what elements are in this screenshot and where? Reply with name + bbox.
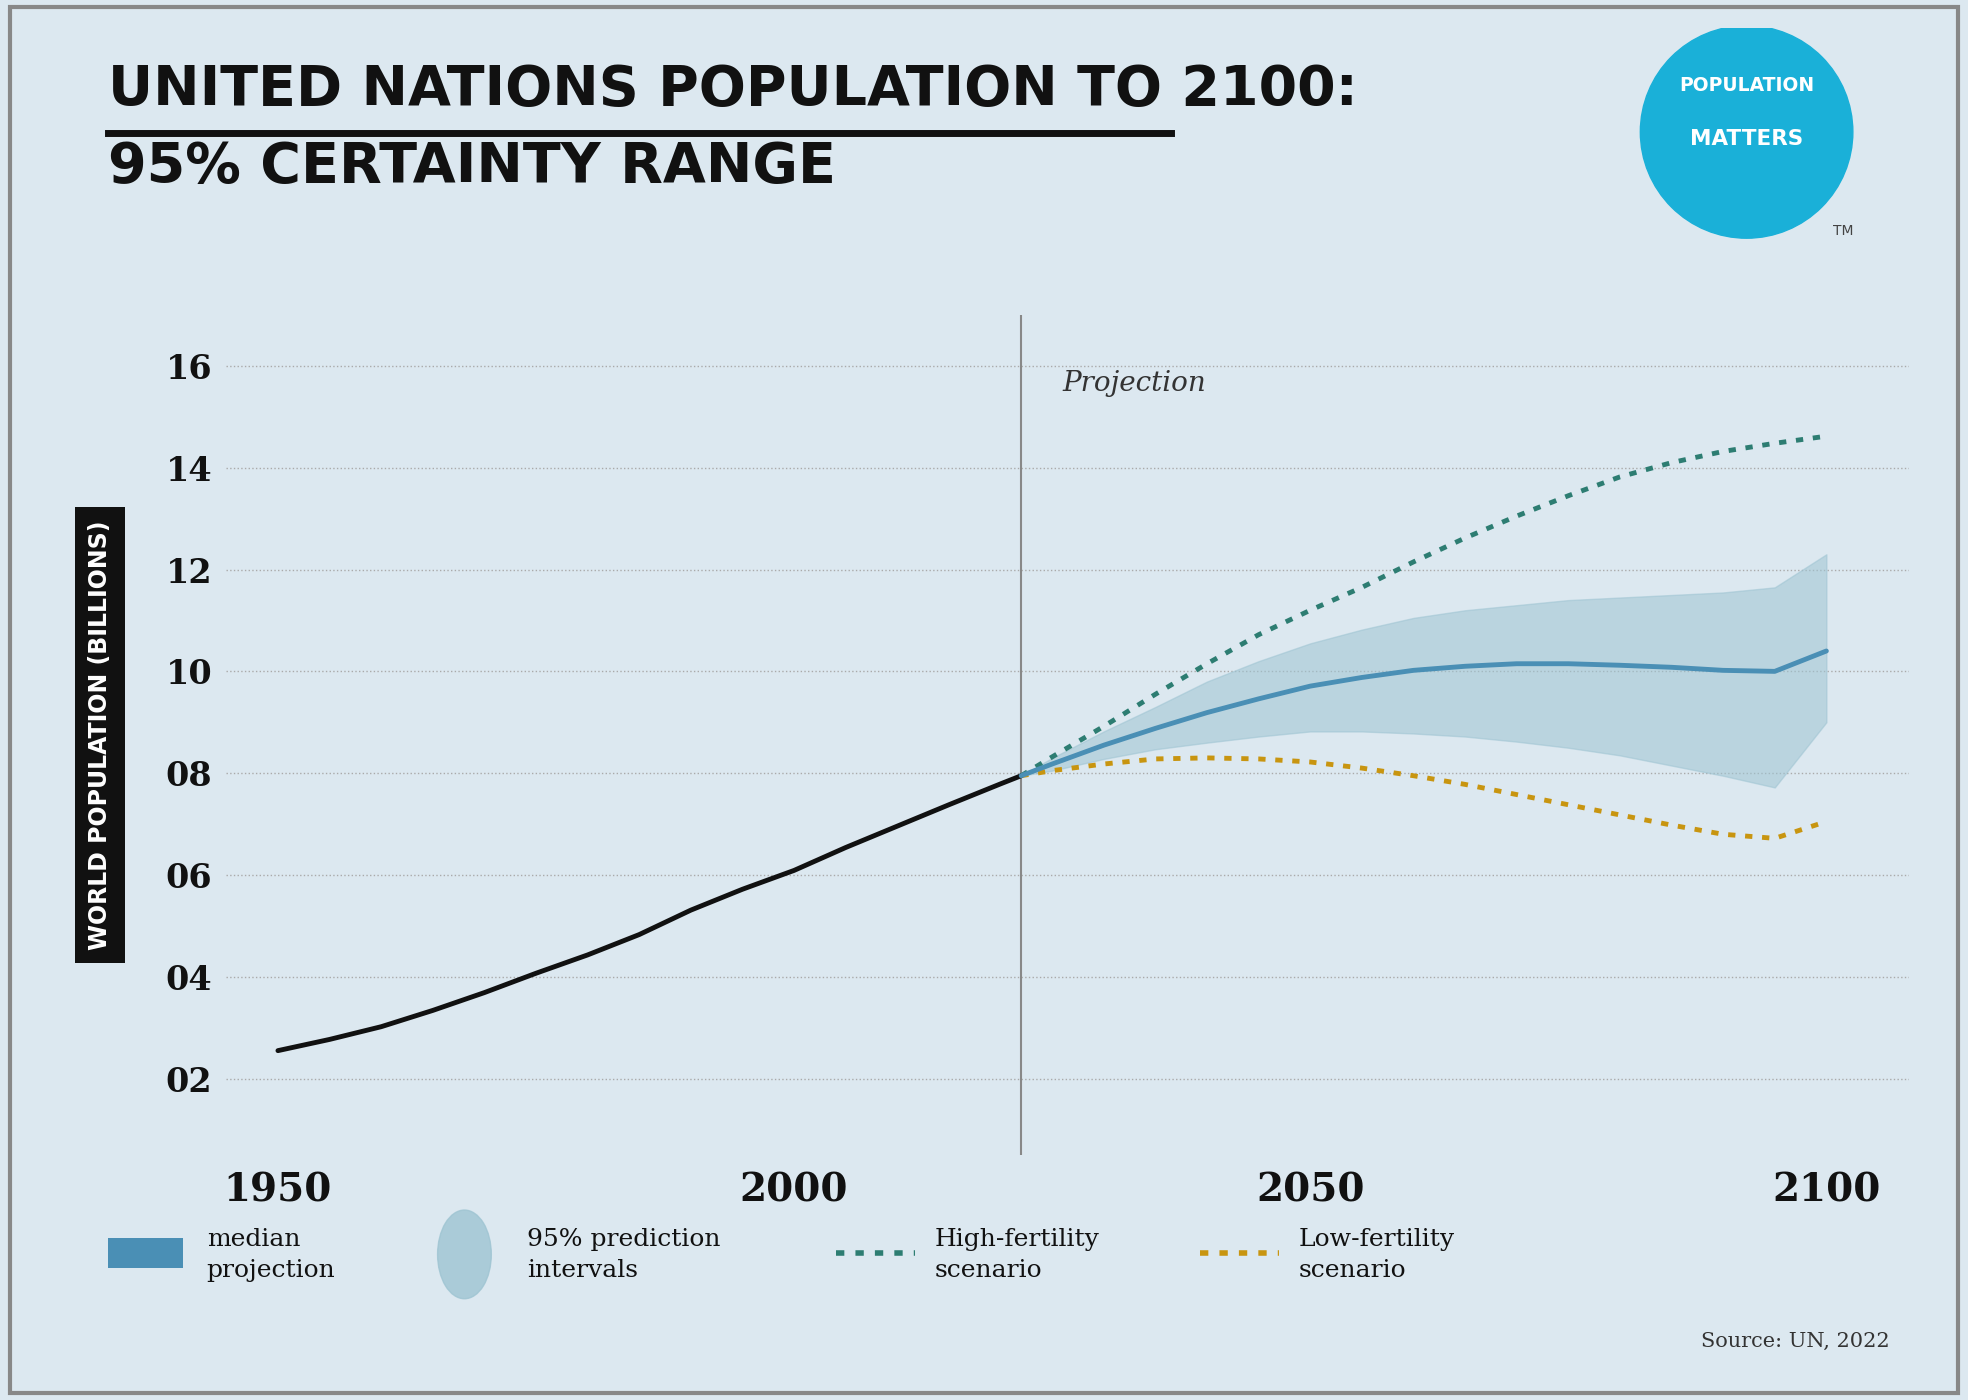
Text: projection: projection (207, 1259, 335, 1281)
Text: POPULATION: POPULATION (1679, 76, 1814, 95)
Text: 95% prediction: 95% prediction (527, 1228, 720, 1250)
Text: WORLD POPULATION (BILLIONS): WORLD POPULATION (BILLIONS) (89, 521, 112, 949)
Text: 95% CERTAINTY RANGE: 95% CERTAINTY RANGE (108, 140, 836, 195)
Text: median: median (207, 1228, 301, 1250)
Text: TM: TM (1834, 224, 1854, 238)
Circle shape (1641, 25, 1852, 238)
Ellipse shape (437, 1210, 492, 1299)
Text: scenario: scenario (935, 1259, 1043, 1281)
Text: intervals: intervals (527, 1259, 638, 1281)
Text: Source: UN, 2022: Source: UN, 2022 (1700, 1331, 1889, 1351)
Text: UNITED NATIONS POPULATION TO 2100:: UNITED NATIONS POPULATION TO 2100: (108, 63, 1358, 118)
Text: Low-fertility: Low-fertility (1299, 1228, 1454, 1250)
Text: scenario: scenario (1299, 1259, 1407, 1281)
Text: Projection: Projection (1063, 371, 1206, 398)
Text: MATTERS: MATTERS (1691, 129, 1803, 148)
Text: High-fertility: High-fertility (935, 1228, 1100, 1250)
